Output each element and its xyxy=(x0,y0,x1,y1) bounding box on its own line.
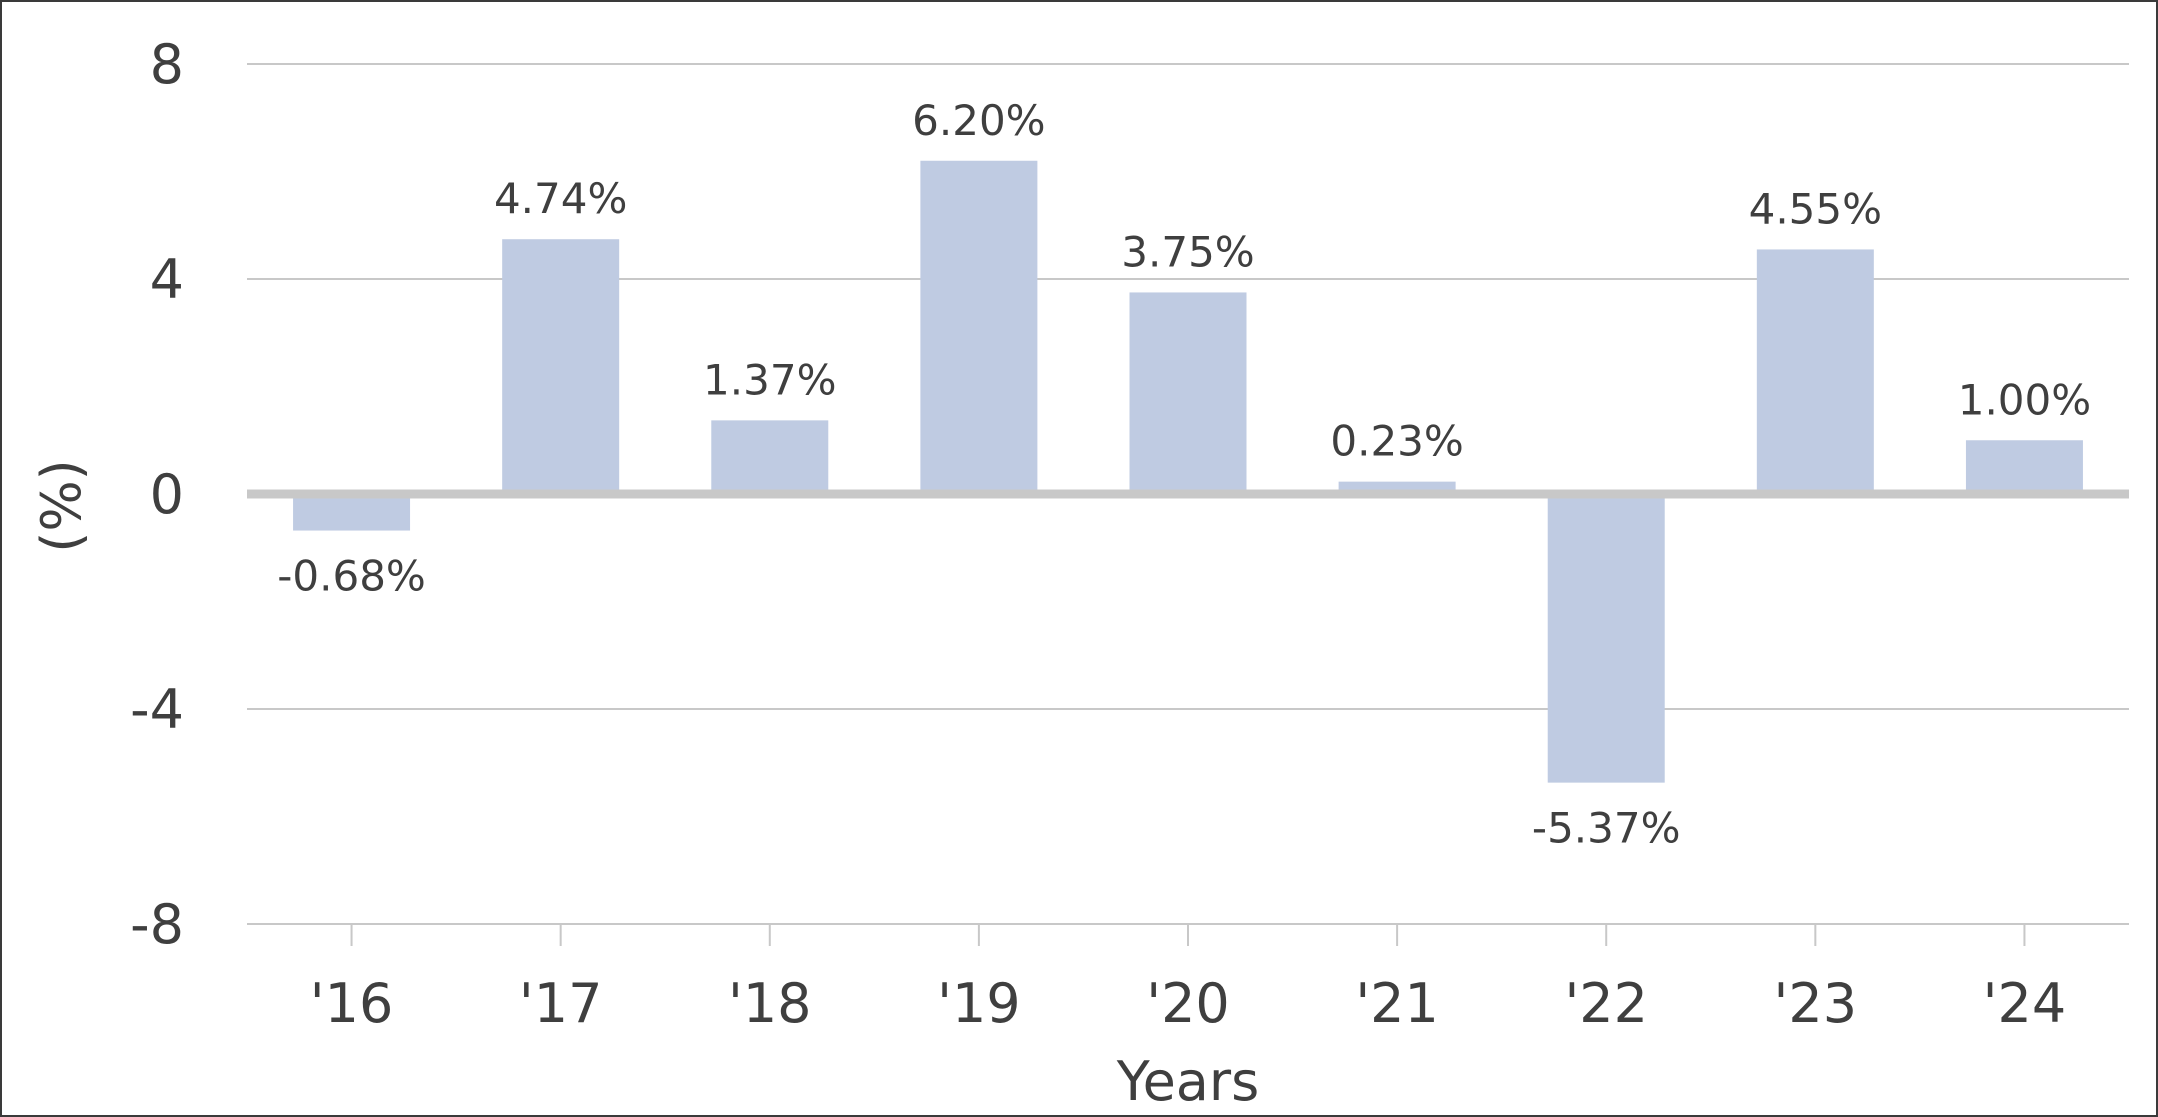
data-label: 4.74% xyxy=(494,174,627,223)
data-label: 1.37% xyxy=(703,355,836,404)
bar xyxy=(1547,494,1665,783)
bar xyxy=(293,494,411,531)
y-tick-label: -4 xyxy=(130,678,184,741)
y-tick-label: 4 xyxy=(150,248,184,311)
data-label: 0.23% xyxy=(1330,417,1463,466)
bar xyxy=(502,239,620,494)
data-label: -5.37% xyxy=(1532,804,1681,853)
data-label: 6.20% xyxy=(912,96,1045,145)
x-ticks xyxy=(350,924,2026,946)
y-tick-label: 8 xyxy=(150,33,184,96)
y-axis-title: (%) xyxy=(30,459,93,552)
data-label: 3.75% xyxy=(1121,227,1254,276)
x-tick-label: '19 xyxy=(937,972,1021,1035)
bar xyxy=(1129,292,1247,494)
x-tick-label: '22 xyxy=(1564,972,1648,1035)
x-tick-label: '23 xyxy=(1774,972,1858,1035)
data-label: 1.00% xyxy=(1958,375,2091,424)
data-label: -0.68% xyxy=(277,552,426,601)
bar xyxy=(1965,440,2083,494)
x-tick-label: '18 xyxy=(728,972,812,1035)
data-labels: -0.68% 4.74% 1.37% 6.20% 3.75% 0.23% -5.37% 4.5… xyxy=(277,96,2091,853)
x-tick-label: '16 xyxy=(310,972,394,1035)
y-tick-label: -8 xyxy=(130,893,184,956)
x-tick-label: '20 xyxy=(1146,972,1230,1035)
y-tick-labels: 8 4 0 -4 -8 xyxy=(130,33,184,956)
bar xyxy=(1756,249,1874,494)
x-tick-label: '24 xyxy=(1983,972,2067,1035)
x-axis-title: Years xyxy=(1116,1050,1259,1113)
y-tick-label: 0 xyxy=(150,463,184,526)
x-tick-label: '21 xyxy=(1355,972,1439,1035)
bar xyxy=(920,160,1038,494)
data-label: 4.55% xyxy=(1749,184,1882,233)
x-tick-label: '17 xyxy=(519,972,603,1035)
x-tick-labels: '16 '17 '18 '19 '20 '21 '22 '23 '24 xyxy=(310,972,2066,1035)
bar xyxy=(711,420,829,494)
bars xyxy=(293,160,2083,783)
